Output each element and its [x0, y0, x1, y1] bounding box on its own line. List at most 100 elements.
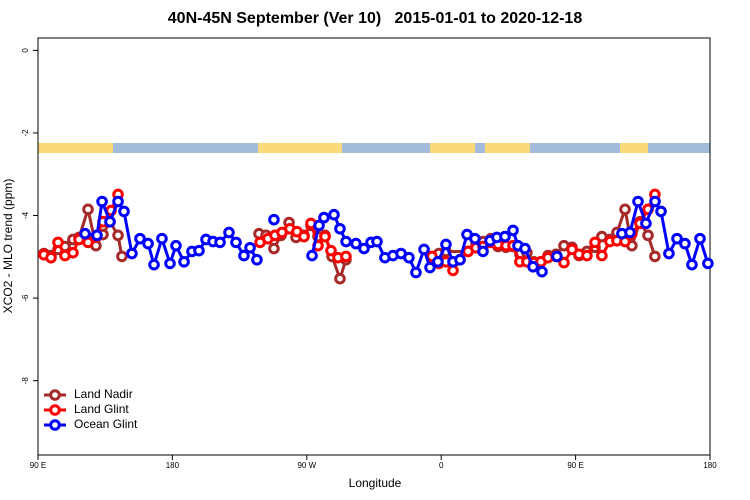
data-point: [454, 253, 466, 266]
data-point: [671, 232, 683, 245]
data-point: [469, 232, 481, 245]
data-point: [112, 229, 124, 242]
data-point: [126, 247, 138, 260]
y-tick-label: -6: [21, 294, 30, 302]
data-point: [596, 249, 608, 262]
x-tick-label: 180: [166, 461, 180, 470]
legend-swatch-point: [49, 404, 61, 416]
data-point: [104, 215, 116, 228]
data-point: [358, 242, 370, 255]
y-tick-label: -2: [21, 129, 30, 137]
data-point: [536, 265, 548, 278]
data-point: [193, 244, 205, 257]
data-point: [589, 236, 601, 249]
data-point: [418, 243, 430, 256]
data-point: [45, 251, 57, 264]
data-point: [306, 249, 318, 262]
data-point: [632, 195, 644, 208]
data-point: [624, 226, 636, 239]
data-point: [350, 237, 362, 250]
data-point: [251, 253, 263, 266]
x-tick-label: 90 E: [567, 461, 583, 470]
legend-label: Land Glint: [74, 402, 129, 416]
data-point: [663, 247, 675, 260]
data-point: [116, 250, 128, 263]
data-point: [649, 250, 661, 263]
data-point: [424, 261, 436, 274]
data-point: [640, 217, 652, 230]
data-point: [134, 232, 146, 245]
data-point: [403, 251, 415, 264]
data-point: [298, 230, 310, 243]
data-point: [118, 205, 130, 218]
data-point: [82, 203, 94, 216]
strip-land: [258, 143, 342, 153]
data-point: [440, 238, 452, 251]
land-ocean-strip: [38, 143, 710, 153]
data-point: [67, 246, 79, 259]
legend-label: Land Nadir: [74, 387, 133, 401]
data-point: [91, 229, 103, 242]
data-point: [686, 258, 698, 271]
chart-title: 40N-45N September (Ver 10) 2015-01-01 to…: [168, 10, 583, 27]
data-point: [499, 230, 511, 243]
data-point: [507, 224, 519, 237]
data-point: [170, 239, 182, 252]
data-point: [112, 195, 124, 208]
plot-frame: [37, 37, 711, 456]
strip-land: [620, 143, 648, 153]
data-point: [164, 257, 176, 270]
x-tick-label: 0: [439, 461, 444, 470]
y-tick-label: 0: [21, 48, 30, 53]
data-point: [619, 203, 631, 216]
data-point: [581, 249, 593, 262]
data-point: [52, 236, 64, 249]
data-point: [679, 237, 691, 250]
data-point: [223, 226, 235, 239]
legend-swatch-point: [49, 389, 61, 401]
data-point: [142, 237, 154, 250]
strip-ocean: [38, 143, 710, 153]
data-point: [432, 255, 444, 268]
legend-swatch-point: [49, 419, 61, 431]
data-point: [655, 205, 667, 218]
data-point: [268, 213, 280, 226]
data-point: [334, 272, 346, 285]
data-point: [244, 241, 256, 254]
data-point: [79, 227, 91, 240]
data-point: [527, 260, 539, 273]
data-point: [148, 258, 160, 271]
strip-land: [485, 143, 530, 153]
data-point: [96, 195, 108, 208]
data-point: [328, 208, 340, 221]
y-tick-label: -4: [21, 211, 30, 219]
data-point: [268, 242, 280, 255]
data-point: [238, 249, 250, 262]
y-tick-label: -8: [21, 377, 30, 385]
data-point: [340, 235, 352, 248]
data-point: [319, 230, 331, 243]
data-point: [519, 242, 531, 255]
data-point: [325, 244, 337, 257]
data-point: [178, 255, 190, 268]
strip-land: [430, 143, 475, 153]
data-point: [558, 256, 570, 269]
data-point: [410, 266, 422, 279]
strip-land: [38, 143, 113, 153]
x-tick-label: 90 E: [30, 461, 46, 470]
x-tick-label: 90 W: [297, 461, 316, 470]
data-point: [642, 229, 654, 242]
y-axis-label: XCO2 - MLO trend (ppm): [1, 179, 15, 314]
data-point: [371, 235, 383, 248]
data-point: [230, 236, 242, 249]
x-axis-label: Longitude: [349, 476, 402, 490]
data-point: [551, 250, 563, 263]
data-point: [649, 195, 661, 208]
data-point: [694, 232, 706, 245]
data-point: [156, 232, 168, 245]
data-point: [702, 257, 714, 270]
